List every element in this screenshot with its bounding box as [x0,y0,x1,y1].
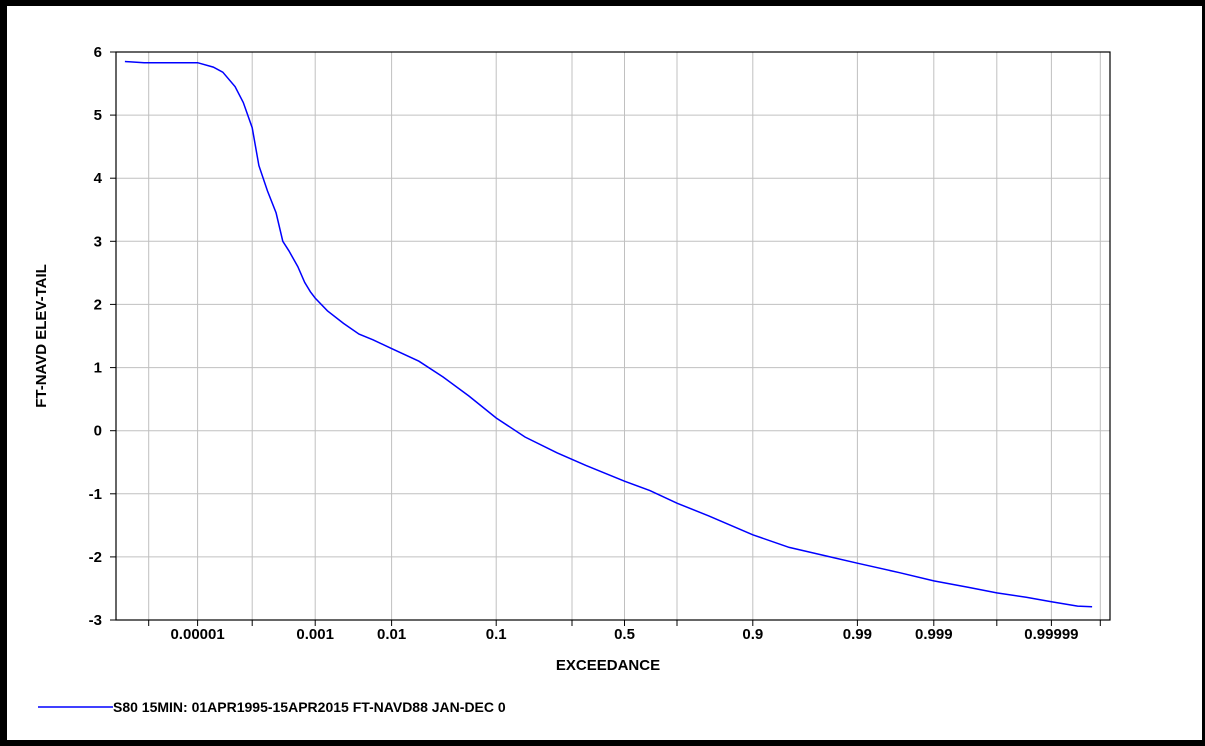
y-axis-title: FT-NAVD ELEV-TAIL [33,264,50,408]
y-tick-label: -3 [89,612,102,629]
y-tick-label: -2 [89,549,102,566]
x-tick-label: 0.001 [296,626,334,643]
y-tick-label: 2 [94,296,102,313]
series-line [124,60,1093,608]
x-tick-label: 0.9 [742,626,763,643]
x-tick-label: 0.999 [915,626,953,643]
axis-ticks: 6 5 4 3 2 1 0 -1 -2 -3 0.00001 0.001 0.01 0.1 0.5 0.9 0.… [89,44,1101,643]
y-tick-label: -1 [89,486,102,503]
y-tick-label: 5 [94,107,102,124]
series-layer [124,60,1093,608]
x-tick-label: 0.99 [843,626,872,643]
legend-label: S80 15MIN: 01APR1995-15APR2015 FT-NAVD88… [113,699,506,715]
x-tick-label: 0.5 [614,626,635,643]
y-tick-label: 1 [94,360,102,377]
plot-area [115,51,1111,621]
y-tick-label: 0 [94,423,102,440]
x-tick-label: 0.00001 [170,626,224,643]
x-axis-title: EXCEEDANCE [556,657,660,674]
x-tick-label: 0.1 [486,626,507,643]
legend: S80 15MIN: 01APR1995-15APR2015 FT-NAVD88… [38,699,506,715]
grid-lines [116,52,1110,620]
y-tick-label: 3 [94,233,102,250]
y-tick-label: 6 [94,44,102,61]
x-tick-label: 0.01 [377,626,406,643]
y-tick-label: 4 [94,170,103,187]
x-tick-label: 0.99999 [1024,626,1078,643]
